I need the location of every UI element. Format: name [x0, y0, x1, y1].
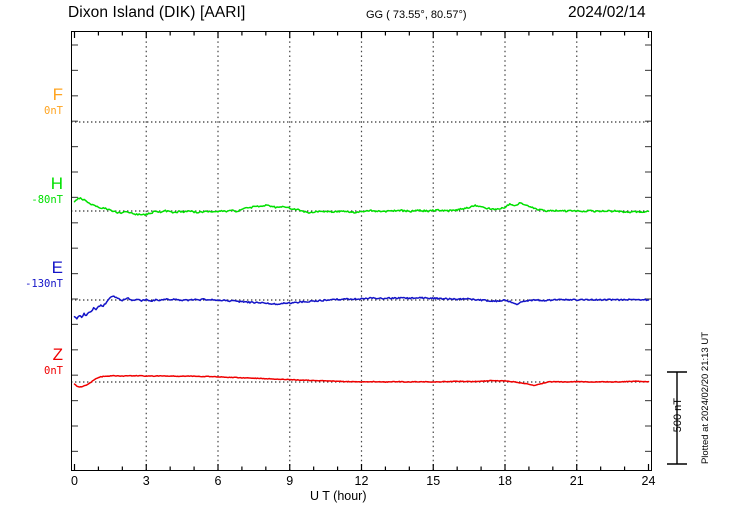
component-baseline-e: -130nT: [25, 278, 63, 290]
component-label-e: E -130nT: [0, 259, 63, 290]
magnetogram-plot: [71, 31, 652, 471]
x-tick-label-3: 3: [142, 474, 150, 488]
plot-frame: [71, 31, 652, 471]
component-name-h: H: [50, 174, 63, 193]
x-tick-label-6: 6: [214, 474, 222, 488]
magnetogram-svg: [71, 31, 652, 471]
component-name-f: F: [52, 85, 63, 104]
component-baseline-z: 0nT: [44, 365, 63, 377]
x-tick-label-21: 21: [569, 474, 584, 488]
trace-z: [73, 374, 650, 388]
x-tick-label-12: 12: [354, 474, 369, 488]
x-axis-label: U T (hour): [310, 489, 367, 503]
component-name-z: Z: [52, 345, 63, 364]
x-tick-label-18: 18: [498, 474, 512, 488]
x-tick-label-24: 24: [641, 474, 656, 488]
component-baseline-h: -80nT: [31, 194, 63, 206]
observation-date: 2024/02/14: [568, 4, 646, 21]
component-name-e: E: [51, 258, 63, 277]
trace-h: [73, 197, 650, 216]
station-coordinates: GG ( 73.55°, 80.57°): [366, 9, 467, 21]
x-tick-label-9: 9: [286, 474, 294, 488]
page-title: Dixon Island (DIK) [AARI]: [68, 4, 246, 21]
x-tick-label-0: 0: [71, 474, 78, 488]
scale-bar-label: 500 nT: [672, 398, 684, 433]
component-label-h: H -80nT: [0, 175, 63, 206]
component-label-f: F 0nT: [0, 86, 63, 117]
trace-e: [73, 295, 650, 320]
plotted-timestamp: Plotted at 2024/02/20 21:13 UT: [700, 332, 711, 465]
component-label-z: Z 0nT: [0, 346, 63, 377]
component-baseline-f: 0nT: [44, 105, 63, 117]
x-tick-label-15: 15: [426, 474, 441, 488]
scale-bar-icon: [667, 371, 687, 465]
